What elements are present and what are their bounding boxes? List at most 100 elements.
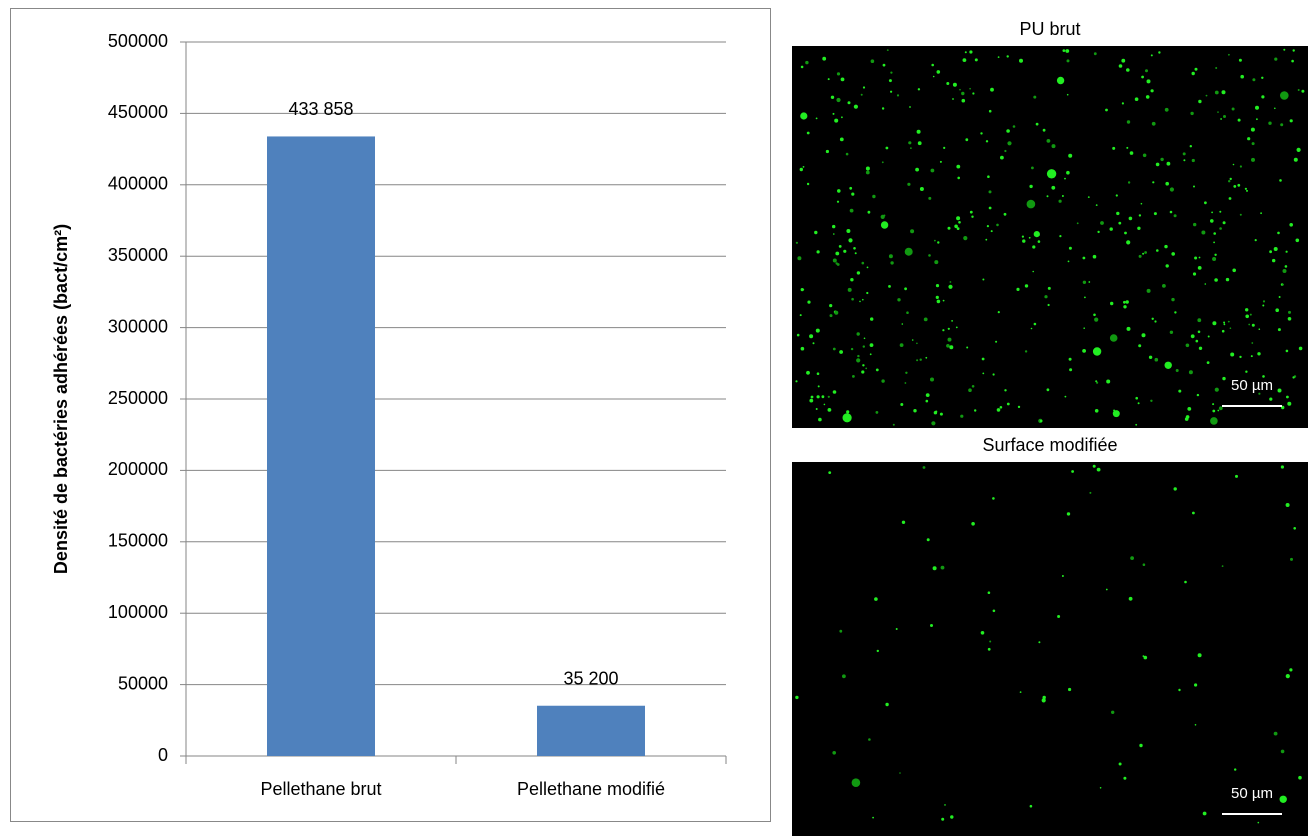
fluorescent-dot xyxy=(1237,183,1241,187)
fluorescent-dot xyxy=(1289,223,1293,227)
fluorescent-dot xyxy=(925,399,929,403)
fluorescent-dot xyxy=(825,149,830,154)
fluorescent-dot xyxy=(1012,125,1016,128)
fluorescent-dot xyxy=(1194,683,1198,687)
fluorescent-dot xyxy=(834,118,839,123)
fluorescent-dot xyxy=(815,328,820,333)
fluorescent-dot xyxy=(815,408,818,410)
fluorescent-dot xyxy=(999,406,1003,409)
fluorescent-dot xyxy=(1189,145,1193,148)
fluorescent-dot xyxy=(1127,181,1131,184)
fluorescent-dot xyxy=(839,629,843,633)
fluorescent-dot xyxy=(869,343,874,347)
fluorescent-dot xyxy=(1298,775,1302,780)
fluorescent-dot xyxy=(1121,58,1126,63)
fluorescent-dot xyxy=(1191,71,1195,76)
fluorescent-dot xyxy=(1021,235,1024,238)
fluorescent-dot xyxy=(1099,787,1102,789)
fluorescent-dot xyxy=(1293,157,1298,162)
fluorescent-dot xyxy=(1125,300,1129,304)
fluorescent-dot xyxy=(876,649,879,653)
fluorescent-dot xyxy=(886,49,889,51)
y-tick-label: 150000 xyxy=(108,531,168,551)
fluorescent-dot xyxy=(1026,199,1036,209)
fluorescent-dot xyxy=(1150,399,1153,402)
fluorescent-dot xyxy=(888,285,891,288)
fluorescent-dot xyxy=(1195,339,1199,343)
fluorescent-dot xyxy=(1283,48,1286,51)
fluorescent-dot xyxy=(1238,58,1242,62)
fluorescent-dot xyxy=(1228,53,1230,56)
fluorescent-dot xyxy=(1182,152,1186,156)
fluorescent-dot xyxy=(1129,151,1134,155)
fluorescent-dot xyxy=(1277,388,1282,393)
fluorescent-dot xyxy=(1184,580,1187,584)
fluorescent-dot xyxy=(1095,204,1098,207)
fluorescent-dot xyxy=(1214,253,1217,256)
fluorescent-dot xyxy=(1279,179,1282,182)
fluorescent-dot xyxy=(862,345,865,348)
fluorescent-dot xyxy=(827,408,832,412)
fluorescent-dot xyxy=(1059,235,1062,238)
fluorescent-dot xyxy=(827,395,830,398)
fluorescent-dot xyxy=(1039,419,1043,423)
fluorescent-dot xyxy=(828,471,832,474)
fluorescent-dot xyxy=(845,152,849,156)
fluorescent-dot xyxy=(1029,184,1033,189)
fluorescent-dot xyxy=(890,71,893,74)
fluorescent-dot xyxy=(1240,74,1244,79)
fluorescent-dot xyxy=(1094,317,1099,322)
fluorescent-dot xyxy=(1096,381,1099,384)
fluorescent-dot xyxy=(909,106,911,108)
fluorescent-dot xyxy=(832,347,836,351)
fluorescent-dot xyxy=(1292,49,1295,52)
fluorescent-dot xyxy=(1296,147,1301,152)
fluorescent-dot xyxy=(1291,59,1294,63)
fluorescent-dot xyxy=(1097,230,1100,234)
fluorescent-dot xyxy=(1118,221,1122,225)
fluorescent-dot xyxy=(987,647,991,651)
fluorescent-dot xyxy=(986,225,990,228)
fluorescent-dot xyxy=(1061,575,1064,577)
fluorescent-dot xyxy=(928,254,931,257)
fluorescent-dot xyxy=(1093,52,1097,56)
fluorescent-dot xyxy=(1287,401,1292,406)
fluorescent-dot xyxy=(1152,181,1155,184)
fluorescent-dot xyxy=(1128,596,1133,601)
fluorescent-dot xyxy=(1142,153,1147,158)
fluorescent-dot xyxy=(990,87,994,92)
fluorescent-dot xyxy=(836,97,841,103)
fluorescent-dot xyxy=(1194,256,1198,260)
fluorescent-dot xyxy=(942,329,945,332)
y-tick-label: 200000 xyxy=(108,459,168,479)
fluorescent-dot xyxy=(865,170,870,175)
fluorescent-dot xyxy=(960,414,964,418)
fluorescent-dot xyxy=(1056,76,1065,85)
fluorescent-dot xyxy=(1118,64,1123,68)
fluorescent-dot xyxy=(1223,321,1226,324)
fluorescent-dot xyxy=(1274,107,1276,110)
y-tick-label: 300000 xyxy=(108,316,168,336)
fluorescent-dot xyxy=(809,398,814,403)
fluorescent-dot xyxy=(1142,252,1145,255)
fluorescent-dot xyxy=(1282,269,1287,273)
fluorescent-dot xyxy=(926,538,930,542)
fluorescent-dot xyxy=(1169,187,1174,192)
fluorescent-dot xyxy=(1082,256,1086,260)
fluorescent-dot xyxy=(1162,284,1166,288)
fluorescent-dot xyxy=(846,229,851,233)
fluorescent-dot xyxy=(1126,240,1131,245)
fluorescent-dot xyxy=(870,59,875,63)
fluorescent-dot xyxy=(956,227,960,231)
fluorescent-dot xyxy=(800,288,804,292)
fluorescent-dot xyxy=(1258,392,1261,395)
fluorescent-dot xyxy=(928,196,932,200)
fluorescent-dot xyxy=(899,772,901,774)
fluorescent-dot xyxy=(1047,303,1050,307)
fluorescent-dot xyxy=(1084,296,1086,299)
fluorescent-dot xyxy=(1106,379,1111,384)
fluorescent-dot xyxy=(1249,313,1252,316)
fluorescent-dot xyxy=(1154,320,1157,323)
